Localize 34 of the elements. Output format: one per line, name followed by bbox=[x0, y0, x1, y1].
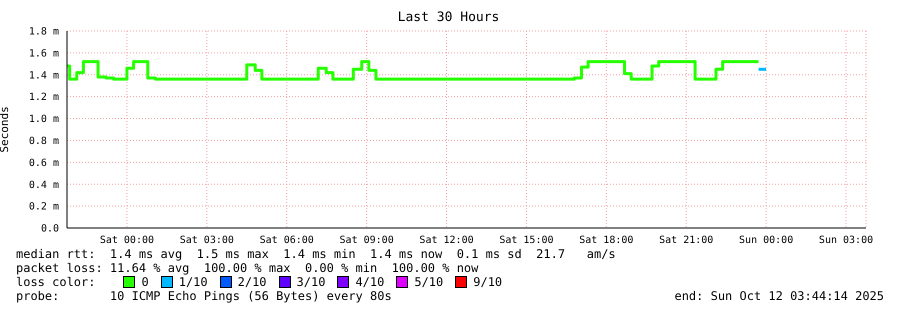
x-tick-label: Sat 00:00 bbox=[100, 235, 154, 246]
y-tick-label: 1.0 m bbox=[28, 114, 59, 126]
x-tick-label: Sat 21:00 bbox=[659, 235, 714, 246]
text: packet loss: 11.64 % avg 100.00 % max 0.00 % min 100.00 % now bbox=[16, 261, 480, 275]
x-tick-label: Sat 06:00 bbox=[260, 235, 314, 246]
y-tick-label: 1.6 m bbox=[28, 48, 59, 60]
legend-label: 5/10 bbox=[414, 275, 444, 289]
x-tick-label: Sun 03:00 bbox=[818, 235, 874, 246]
x-tick-label: Sat 09:00 bbox=[340, 235, 394, 246]
y-tick-label: 1.4 m bbox=[28, 70, 59, 82]
chart-title: Last 30 Hours bbox=[396, 10, 500, 25]
y-axis-title: Seconds bbox=[0, 106, 11, 153]
legend-label: 1/10 bbox=[178, 275, 208, 289]
text: end: Sun Oct 12 03:44:14 2025 bbox=[674, 289, 884, 303]
y-tick-label: 0.4 m bbox=[28, 180, 59, 191]
y-tick-label: 1.2 m bbox=[28, 92, 59, 104]
legend-label: 0 bbox=[141, 275, 149, 289]
x-tick-label: Sat 12:00 bbox=[419, 235, 474, 246]
x-tick-label: Sun 00:00 bbox=[739, 235, 794, 246]
y-tick-label: 1.8 m bbox=[28, 26, 59, 38]
legend-label: 2/10 bbox=[238, 275, 267, 289]
y-tick-label: 0.8 m bbox=[28, 136, 59, 147]
y-tick-label: 0.0 bbox=[40, 224, 59, 235]
y-tick-label: 0.2 m bbox=[28, 202, 59, 213]
legend-label: 4/10 bbox=[355, 275, 384, 289]
y-tick-label: 0.6 m bbox=[28, 158, 59, 169]
legend-label: 9/10 bbox=[473, 275, 502, 289]
x-tick-label: Sat 03:00 bbox=[180, 235, 234, 246]
x-tick-label: Sat 18:00 bbox=[579, 235, 634, 246]
text: probe: 10 ICMP Echo Pings (56 Bytes) every 80s bbox=[16, 289, 392, 303]
legend-title: loss color: bbox=[16, 275, 96, 289]
text: median rtt: 1.4 ms avg 1.5 ms max 1.4 ms min 1.4 ms now 0.1 ms sd 21.7 am/s bbox=[16, 247, 617, 261]
x-tick-label: Sat 15:00 bbox=[499, 235, 554, 246]
legend-label: 3/10 bbox=[296, 275, 326, 289]
